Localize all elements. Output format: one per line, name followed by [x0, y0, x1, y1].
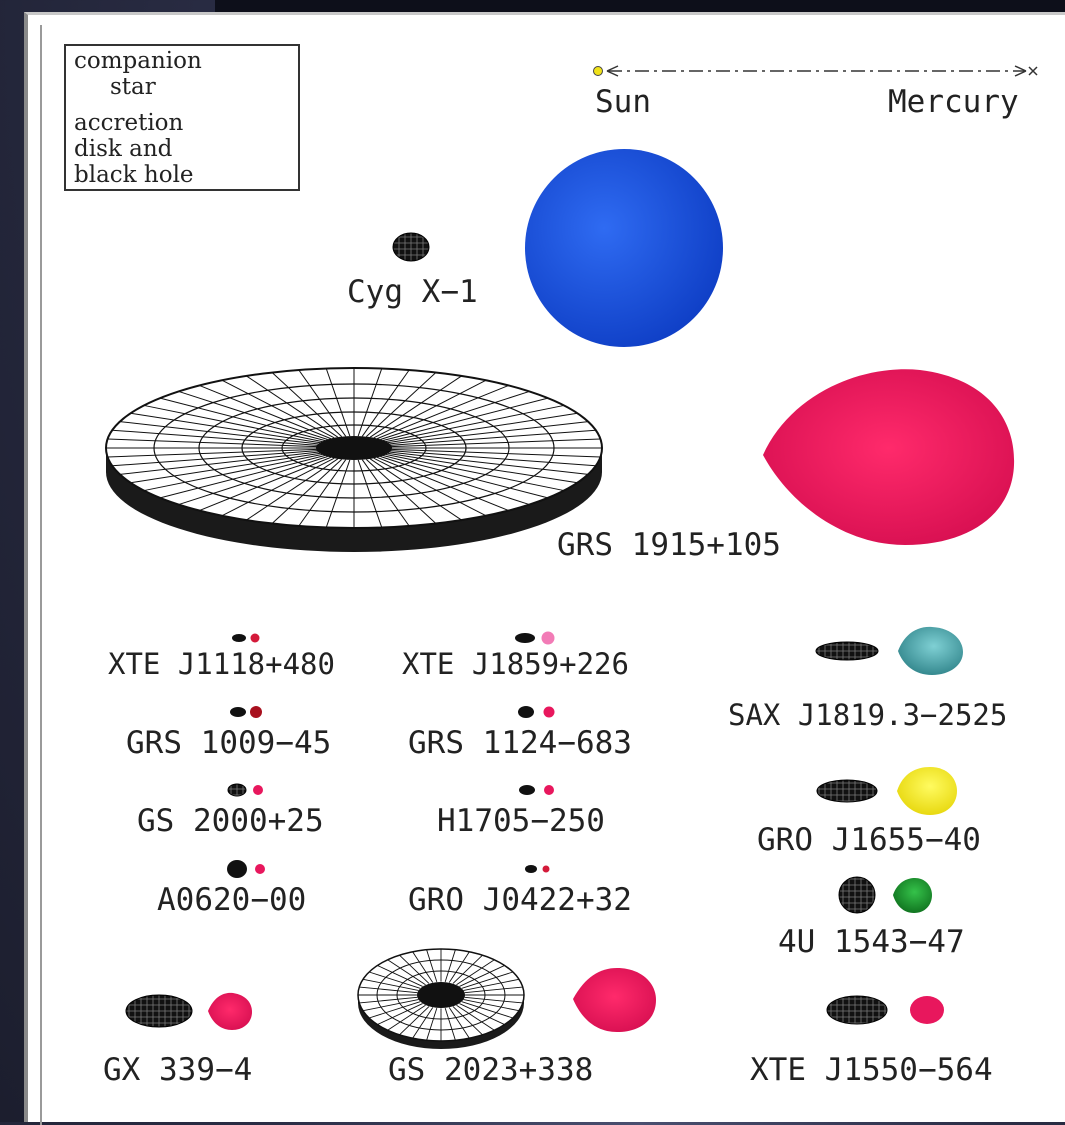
grs-1915-star [763, 369, 1015, 545]
label-gro-j1655: GRO J1655−40 [757, 822, 981, 858]
xte-j1118-disk [232, 634, 246, 642]
sax-j1819-star [898, 626, 963, 675]
scale-bar [593, 65, 1038, 77]
gro-j0422-star [542, 865, 550, 873]
label-gs-2023: GS 2023+338 [388, 1052, 594, 1088]
legend-companion-label-line1: companion [74, 48, 202, 74]
label-gro-j0422: GRO J0422+32 [408, 882, 632, 918]
label-grs-1009: GRS 1009−45 [126, 725, 332, 761]
label-xte-j1118: XTE J1118+480 [108, 647, 335, 681]
legend-disk-label-line2: disk and [74, 136, 173, 162]
grs-1009-disk [230, 707, 246, 717]
panel-frame-line [40, 25, 42, 1125]
gs-2023-disk [357, 948, 525, 1049]
label-h1705: H1705−250 [437, 803, 605, 839]
arrow-left-icon [606, 65, 619, 77]
gx-339-disk [125, 994, 193, 1028]
label-gx-339: GX 339−4 [103, 1052, 253, 1088]
xte-j1859-disk [515, 633, 535, 643]
scale-sun-label: Sun [595, 84, 651, 120]
figure-panel [24, 12, 1065, 1125]
gs-2000-star [253, 785, 263, 795]
legend: companion star accretion disk and black … [64, 44, 300, 191]
arrow-right-icon [1014, 65, 1027, 77]
cyg-x1-star [525, 149, 723, 347]
gs-2023-star [573, 968, 656, 1032]
label-grs-1915: GRS 1915+105 [557, 527, 781, 563]
label-xte-j1859: XTE J1859+226 [402, 647, 629, 681]
a0620-disk [227, 860, 247, 878]
background-top-strip [215, 0, 1065, 12]
legend-disk-label-line1: accretion [74, 110, 184, 136]
label-gs-2000: GS 2000+25 [137, 803, 324, 839]
xte-j1859-star [541, 631, 555, 645]
xte-j1550-star [910, 996, 944, 1024]
label-a0620: A0620−00 [157, 882, 307, 918]
h1705-star [544, 785, 554, 795]
legend-disk-label-line3: black hole [74, 162, 194, 188]
cyg-x1-disk [392, 232, 430, 262]
label-sax-j1819: SAX J1819.3−2525 [728, 698, 1008, 732]
gro-j1655-disk [816, 779, 878, 803]
gro-j1655-star [897, 767, 957, 815]
mercury-marker-icon [1028, 66, 1038, 76]
u4-1543-star [893, 878, 932, 913]
u4-1543-disk [838, 876, 876, 914]
gx-339-star [208, 992, 252, 1030]
scale-mercury-label: Mercury [888, 84, 1019, 120]
label-4u-1543: 4U 1543−47 [778, 924, 965, 960]
grs-1915-disk [105, 367, 603, 552]
xte-j1550-disk [826, 995, 888, 1025]
h1705-disk [519, 785, 535, 795]
grs-1124-disk [518, 706, 534, 718]
grs-1124-star [543, 706, 555, 718]
grs-1009-star [250, 706, 262, 718]
legend-companion-label-line2: star [110, 74, 156, 100]
xte-j1118-star [250, 633, 260, 643]
label-cyg-x1: Cyg X−1 [347, 274, 478, 310]
gro-j0422-disk [525, 865, 537, 873]
sax-j1819-disk [815, 641, 879, 661]
gs-2000-disk [227, 783, 247, 797]
label-grs-1124: GRS 1124−683 [408, 725, 632, 761]
a0620-star [255, 864, 265, 874]
sun-marker-icon [593, 66, 603, 76]
label-xte-j1550: XTE J1550−564 [750, 1052, 993, 1088]
